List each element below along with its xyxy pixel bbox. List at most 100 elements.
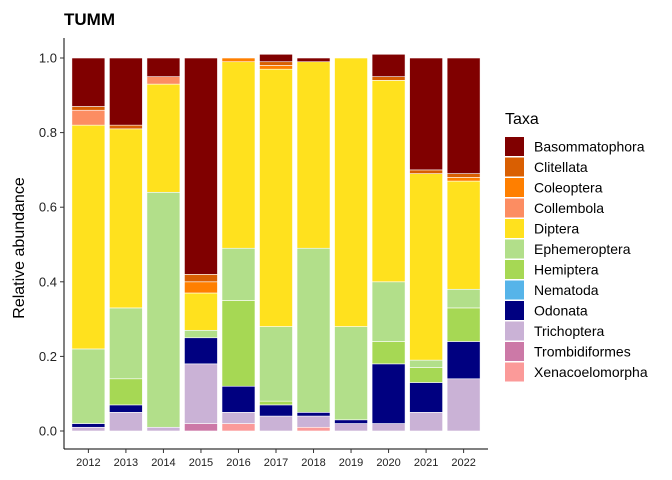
x-tick-label: 2020 xyxy=(376,457,400,469)
bar-segment-diptera-2017 xyxy=(259,68,293,327)
x-tick-label: 2016 xyxy=(226,457,250,469)
legend-swatch-odonata xyxy=(505,301,524,320)
bar-2014 xyxy=(146,57,181,432)
bar-segment-trichoptera-2020 xyxy=(371,423,406,432)
bar-segment-trichoptera-2013 xyxy=(109,412,143,432)
x-tick-label: 2021 xyxy=(414,457,438,469)
bar-segment-basommatophora-2017 xyxy=(259,53,293,63)
plot-area xyxy=(71,53,481,432)
bar-segment-odonata-2017 xyxy=(259,404,293,417)
legend-swatch-xenacoelomorpha xyxy=(505,362,524,382)
bar-segment-xenacoelomorpha-2018 xyxy=(296,426,331,432)
legend-swatch-nematoda xyxy=(505,280,524,300)
bar-segment-trichoptera-2016 xyxy=(221,412,256,424)
x-tick-label: 2014 xyxy=(151,457,175,469)
bar-segment-coleoptera-2016 xyxy=(221,57,256,63)
bar-segment-trichoptera-2014 xyxy=(146,426,181,432)
bar-2012 xyxy=(71,57,106,432)
bar-segment-trichoptera-2022 xyxy=(446,378,481,432)
bar-segment-diptera-2022 xyxy=(446,180,481,290)
legend-swatch-collembola xyxy=(505,198,524,218)
bar-segment-basommatophora-2015 xyxy=(184,57,218,275)
bar-segment-diptera-2015 xyxy=(184,292,218,331)
legend-swatch-clitellata xyxy=(505,157,524,177)
legend-swatch-basommatophora xyxy=(505,137,524,156)
bar-segment-trichoptera-2015 xyxy=(184,363,218,424)
bar-segment-diptera-2020 xyxy=(371,80,406,283)
bar-segment-clitellata-2020 xyxy=(371,76,406,81)
bar-segment-trichoptera-2017 xyxy=(259,415,293,432)
bar-segment-trichoptera-2018 xyxy=(296,415,331,428)
bar-segment-xenacoelomorpha-2016 xyxy=(221,423,256,432)
bar-segment-ephemeroptera-2018 xyxy=(296,247,331,413)
bar-segment-trombidiformes-2015 xyxy=(184,423,218,432)
bar-segment-ephemeroptera-2021 xyxy=(409,359,443,368)
y-tick-label: 0.2 xyxy=(39,349,57,364)
bar-2019 xyxy=(334,57,368,432)
bar-segment-odonata-2015 xyxy=(184,337,218,365)
legend-swatch-trombidiformes xyxy=(505,342,524,361)
bar-segment-diptera-2012 xyxy=(71,124,106,350)
bar-2017 xyxy=(259,53,293,432)
bar-segment-odonata-2019 xyxy=(334,419,368,424)
legend-label-basommatophora: Basommatophora xyxy=(534,139,645,155)
bar-segment-ephemeroptera-2016 xyxy=(221,247,256,301)
x-tick-label: 2013 xyxy=(114,457,138,469)
bar-segment-ephemeroptera-2013 xyxy=(109,307,143,380)
bar-segment-clitellata-2013 xyxy=(109,124,143,130)
bar-segment-odonata-2016 xyxy=(221,385,256,413)
x-tick-label: 2012 xyxy=(76,457,100,469)
bar-segment-hemiptera-2022 xyxy=(446,307,481,342)
x-axis: 2012 2013 2014 2015 2016 2017 2018 2019 2020 2021… xyxy=(64,448,488,469)
y-tick-label: 0.0 xyxy=(39,424,57,439)
legend-label-nematoda: Nematoda xyxy=(534,282,599,298)
bar-2022 xyxy=(446,57,481,432)
legend-swatch-diptera xyxy=(505,219,524,238)
bar-segment-diptera-2019 xyxy=(334,57,368,327)
bar-segment-diptera-2014 xyxy=(146,83,181,193)
x-tick-label: 2017 xyxy=(264,457,288,469)
bar-segment-hemiptera-2013 xyxy=(109,378,143,406)
bar-segment-diptera-2018 xyxy=(296,61,331,249)
bar-segment-clitellata-2022 xyxy=(446,173,481,178)
bar-2016 xyxy=(221,57,256,432)
bar-segment-basommatophora-2014 xyxy=(146,57,181,77)
chart-title: TUMM xyxy=(64,10,115,29)
bar-segment-trichoptera-2021 xyxy=(409,412,443,432)
y-axis: 0.0 0.2 0.4 0.6 0.8 1.0 xyxy=(39,38,65,449)
bar-2013 xyxy=(109,57,143,432)
bar-segment-ephemeroptera-2012 xyxy=(71,348,106,424)
legend-label-xenacoelomorpha: Xenacoelomorpha xyxy=(534,364,648,380)
bar-segment-ephemeroptera-2014 xyxy=(146,191,181,428)
legend-label-hemiptera: Hemiptera xyxy=(534,262,599,278)
legend-label-collembola: Collembola xyxy=(534,200,604,216)
bar-segment-odonata-2018 xyxy=(296,412,331,417)
bar-segment-clitellata-2012 xyxy=(71,106,106,111)
legend: Taxa Basommatophora Clitellata Coleoptera C… xyxy=(505,111,648,382)
x-tick-label: 2019 xyxy=(339,457,363,469)
legend-swatch-coleoptera xyxy=(505,178,524,197)
bar-segment-hemiptera-2017 xyxy=(259,400,293,406)
bar-segment-coleoptera-2017 xyxy=(259,65,293,70)
y-axis-label: Relative abundance xyxy=(11,177,28,319)
bar-2020 xyxy=(371,53,406,432)
bar-segment-collembola-2014 xyxy=(146,76,181,85)
bar-segment-clitellata-2015 xyxy=(184,274,218,283)
bar-segment-odonata-2021 xyxy=(409,382,443,413)
legend-label-trichoptera: Trichoptera xyxy=(534,323,605,339)
bar-segment-ephemeroptera-2015 xyxy=(184,329,218,339)
bar-segment-trichoptera-2012 xyxy=(71,426,106,432)
legend-swatch-ephemeroptera xyxy=(505,239,524,259)
bar-segment-ephemeroptera-2020 xyxy=(371,281,406,342)
bar-segment-clitellata-2021 xyxy=(409,169,443,174)
bar-segment-basommatophora-2013 xyxy=(109,57,143,126)
bar-segment-diptera-2013 xyxy=(109,128,143,309)
bar-segment-basommatophora-2018 xyxy=(296,57,331,63)
y-tick-label: 0.6 xyxy=(39,200,57,215)
legend-swatch-trichoptera xyxy=(505,321,524,341)
x-tick-label: 2015 xyxy=(189,457,213,469)
y-tick-label: 1.0 xyxy=(39,51,57,66)
bar-segment-ephemeroptera-2017 xyxy=(259,326,293,402)
y-tick-label: 0.4 xyxy=(39,274,57,289)
